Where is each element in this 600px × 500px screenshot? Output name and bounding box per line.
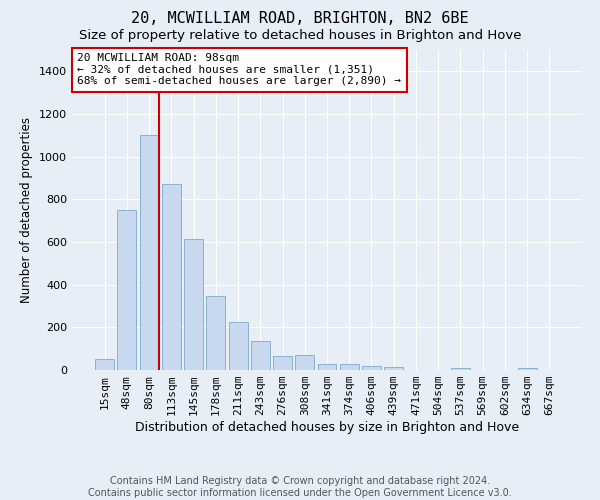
Y-axis label: Number of detached properties: Number of detached properties: [20, 117, 34, 303]
Bar: [184, 239, 203, 370]
Bar: [140, 136, 158, 370]
Bar: [518, 368, 536, 370]
Bar: [362, 366, 381, 370]
Bar: [295, 355, 314, 370]
Bar: [118, 210, 136, 370]
Bar: [95, 360, 114, 370]
Text: Size of property relative to detached houses in Brighton and Hove: Size of property relative to detached ho…: [79, 29, 521, 42]
Bar: [229, 322, 248, 370]
Bar: [251, 341, 270, 370]
X-axis label: Distribution of detached houses by size in Brighton and Hove: Distribution of detached houses by size …: [135, 421, 519, 434]
Text: 20 MCWILLIAM ROAD: 98sqm
← 32% of detached houses are smaller (1,351)
68% of sem: 20 MCWILLIAM ROAD: 98sqm ← 32% of detach…: [77, 53, 401, 86]
Bar: [451, 368, 470, 370]
Bar: [162, 184, 181, 370]
Bar: [206, 296, 225, 370]
Bar: [317, 364, 337, 370]
Text: 20, MCWILLIAM ROAD, BRIGHTON, BN2 6BE: 20, MCWILLIAM ROAD, BRIGHTON, BN2 6BE: [131, 11, 469, 26]
Text: Contains HM Land Registry data © Crown copyright and database right 2024.
Contai: Contains HM Land Registry data © Crown c…: [88, 476, 512, 498]
Bar: [340, 364, 359, 370]
Bar: [273, 356, 292, 370]
Bar: [384, 368, 403, 370]
